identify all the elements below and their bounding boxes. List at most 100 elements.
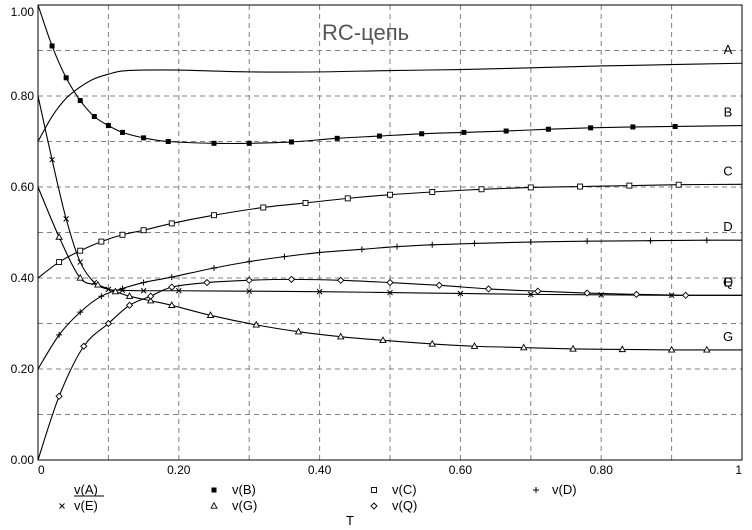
data-point	[703, 345, 711, 353]
data-point	[471, 240, 478, 247]
data-point	[533, 487, 539, 493]
legend-label: v(C)	[392, 482, 417, 497]
x-tick-label: 1	[735, 463, 742, 477]
data-point	[140, 279, 147, 286]
data-point	[394, 243, 401, 250]
data-point	[626, 182, 633, 189]
data-point	[294, 327, 303, 335]
data-point	[435, 281, 443, 289]
curve-label: B	[724, 105, 733, 120]
data-point	[111, 287, 120, 295]
data-point	[77, 259, 84, 265]
data-point	[94, 280, 102, 288]
chart-title: RC-цепь	[322, 20, 409, 45]
data-point	[211, 140, 217, 146]
legend-item: v(C)	[371, 482, 417, 497]
data-point	[667, 345, 676, 353]
series-B: B	[37, 4, 743, 146]
grid	[38, 5, 742, 460]
data-point	[302, 199, 309, 206]
data-point	[55, 392, 63, 400]
data-point	[252, 320, 261, 328]
data-point	[104, 319, 113, 328]
x-axis-ticks: 0 0.20 0.40 0.60 0.80 1	[38, 463, 742, 477]
series-line	[37, 4, 743, 145]
data-point	[76, 273, 85, 281]
data-point	[379, 336, 387, 343]
series-group: A B C D E G Q	[37, 4, 743, 461]
x-tick-label: 0.80	[590, 463, 614, 477]
data-point	[316, 249, 323, 256]
data-point	[140, 227, 147, 234]
data-point	[59, 503, 65, 509]
data-point	[387, 191, 393, 198]
plot-frame	[37, 4, 743, 461]
data-point	[316, 288, 323, 295]
curve-label: E	[724, 274, 733, 289]
data-point	[569, 344, 577, 352]
data-point	[211, 264, 217, 271]
data-point	[519, 343, 528, 351]
legend: v(A) v(B) v(C) v(D) v(E) v(G) v(Q)	[59, 482, 577, 513]
data-point	[336, 332, 345, 340]
data-point	[125, 301, 134, 309]
data-point	[125, 292, 134, 299]
data-point	[246, 258, 253, 265]
data-point	[344, 195, 351, 202]
data-point	[140, 287, 147, 294]
y-tick-label: 0.80	[11, 89, 35, 103]
data-point	[545, 126, 551, 132]
series-D: D	[37, 219, 743, 370]
data-point	[470, 342, 479, 349]
y-tick-label: 0.60	[11, 180, 35, 194]
legend-label: v(E)	[74, 498, 98, 513]
legend-label: v(B)	[232, 482, 256, 497]
legend-item: v(Q)	[370, 498, 417, 513]
data-point	[534, 287, 542, 295]
legend-item: v(D)	[533, 482, 577, 497]
data-point	[168, 220, 175, 227]
data-point	[287, 275, 296, 284]
data-point	[175, 287, 182, 294]
x-tick-label: 0.20	[167, 463, 191, 477]
data-point	[168, 274, 175, 281]
data-point	[288, 139, 294, 145]
data-point	[370, 502, 378, 510]
data-point	[386, 278, 394, 287]
data-point	[49, 156, 55, 163]
data-point	[618, 345, 627, 353]
y-tick-label: 0.00	[11, 453, 35, 467]
data-point	[141, 135, 147, 141]
data-point	[682, 291, 690, 299]
curve-label: Q	[723, 274, 733, 289]
data-point	[527, 239, 534, 246]
data-point	[98, 293, 105, 300]
data-point	[527, 291, 534, 298]
data-point	[119, 287, 126, 294]
data-point	[49, 43, 55, 49]
data-point	[371, 487, 377, 493]
curve-label: G	[723, 329, 733, 344]
series-C: C	[37, 163, 743, 279]
data-point	[211, 487, 217, 493]
y-axis-ticks: 0.00 0.20 0.40 0.60 0.80 1.00	[11, 5, 35, 467]
data-point	[165, 139, 171, 144]
data-point	[478, 186, 485, 193]
data-point	[630, 124, 636, 130]
data-point	[63, 215, 70, 222]
series-line	[37, 62, 743, 142]
series-E: E	[37, 95, 743, 299]
data-point	[206, 311, 215, 318]
data-point	[584, 238, 591, 245]
data-point	[429, 241, 436, 248]
data-point	[168, 283, 176, 291]
data-point	[80, 342, 88, 350]
legend-item: v(B)	[211, 482, 256, 497]
series-line	[37, 95, 743, 296]
data-point	[147, 292, 155, 300]
data-point	[588, 125, 594, 131]
data-point	[376, 133, 382, 139]
data-point	[91, 113, 97, 119]
x-tick-label: 0.40	[308, 463, 332, 477]
data-point	[55, 232, 63, 240]
